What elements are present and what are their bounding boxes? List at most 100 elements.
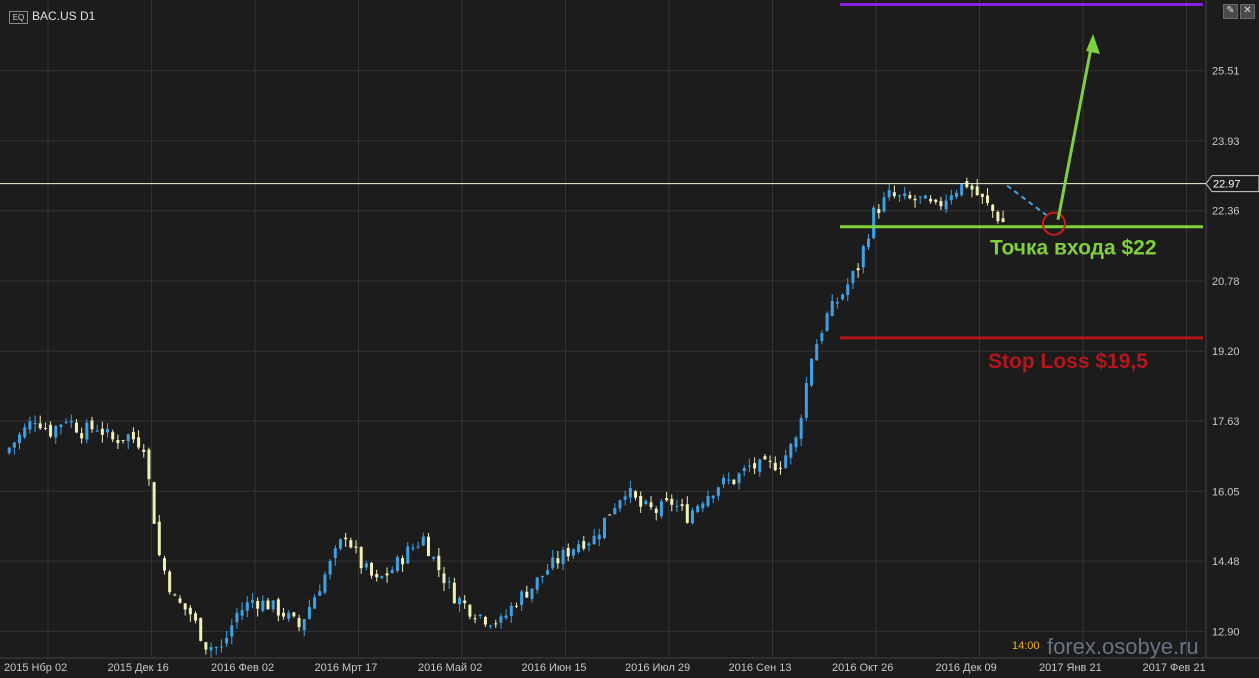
candle-body (106, 429, 110, 433)
price-axis: 25.51 23.93 22.36 20.78 19.20 17.63 16.05 14.48… (1212, 66, 1240, 639)
candle-body (706, 495, 710, 507)
candle-body (33, 422, 37, 425)
candle-body (654, 508, 658, 514)
candle-body (364, 563, 368, 568)
candle-body (370, 562, 374, 576)
x-tick-label: 2016 Июн 15 (522, 662, 587, 674)
time-label: 14:00 (1012, 640, 1040, 652)
candle-body (323, 574, 327, 593)
y-tick-label: 23.93 (1212, 136, 1240, 148)
candle-body (219, 646, 223, 648)
y-tick-label: 25.51 (1212, 66, 1240, 78)
candle-body (344, 537, 348, 540)
candle-body (556, 558, 560, 564)
candle-body (882, 197, 886, 212)
candle-body (194, 613, 198, 621)
candle-body (514, 605, 518, 607)
candles (7, 177, 1005, 658)
y-tick-label: 19.20 (1212, 346, 1240, 358)
candle-body (597, 534, 601, 540)
candle-body (395, 557, 399, 571)
y-tick-label: 14.48 (1212, 556, 1240, 568)
candle-body (892, 192, 896, 197)
candle-body (250, 600, 254, 603)
candle-body (577, 544, 581, 552)
y-tick-label: 12.90 (1212, 626, 1240, 638)
candle-body (188, 607, 192, 615)
target-arrow-head (1086, 34, 1100, 54)
candle-body (328, 561, 332, 575)
instrument-type-badge: EQ (9, 11, 28, 24)
candle-body (970, 185, 974, 190)
candle-body (804, 382, 808, 418)
candle-body (256, 601, 260, 609)
annotations: Take Profit $28 Точка входа $22 Stop Loss … (988, 0, 1199, 659)
candle-body (90, 420, 94, 430)
x-tick-label: 2015 Дек 16 (108, 662, 169, 674)
edit-icon[interactable]: ✎ (1223, 4, 1238, 19)
candle-body (986, 195, 990, 203)
candle-body (38, 423, 42, 429)
candle-body (157, 521, 161, 556)
candle-body (898, 195, 902, 197)
y-tick-label: 22.36 (1212, 206, 1240, 218)
candle-body (137, 437, 141, 448)
candle-body (7, 447, 11, 454)
candle-body (851, 271, 855, 284)
candle-body (463, 600, 467, 604)
candle-body (452, 582, 456, 604)
level-label-stop-loss: Stop Loss $19,5 (988, 350, 1148, 373)
candle-body (313, 597, 317, 609)
candle-body (835, 302, 839, 304)
candle-body (178, 598, 182, 603)
candle-body (846, 284, 850, 296)
candle-body (416, 546, 420, 548)
candle-body (349, 540, 353, 548)
candle-body (385, 573, 389, 576)
candle-body (810, 358, 814, 386)
candle-body (359, 547, 363, 569)
candle-body (261, 600, 265, 611)
candle-body (69, 420, 73, 423)
candle-body (43, 427, 47, 429)
candle-body (856, 268, 860, 271)
x-tick-label: 2016 Дек 09 (936, 662, 997, 674)
candle-body (763, 456, 767, 460)
candle-body (483, 616, 487, 625)
candle-body (266, 600, 270, 610)
candle-body (913, 198, 917, 201)
candle-body (722, 477, 726, 485)
candle-body (535, 577, 539, 590)
candle-body (934, 199, 938, 202)
x-tick-label: 2016 Мрт 17 (315, 662, 378, 674)
candle-body (406, 546, 410, 564)
candle-body (690, 510, 694, 524)
candle-body (980, 193, 984, 197)
candle-body (432, 556, 436, 559)
close-icon[interactable]: ✕ (1240, 4, 1255, 19)
candle-body (908, 195, 912, 199)
candle-body (768, 460, 772, 462)
candle-body (333, 548, 337, 559)
candle-body (478, 614, 482, 617)
candle-body (582, 541, 586, 549)
x-tick-label: 2017 Янв 21 (1039, 662, 1102, 674)
candle-body (204, 642, 208, 650)
candle-body (421, 536, 425, 546)
candle-body (126, 434, 130, 442)
candle-body (173, 594, 177, 596)
y-tick-label: 16.05 (1212, 486, 1240, 498)
candle-body (866, 238, 870, 248)
candle-body (540, 575, 544, 578)
candle-body (18, 434, 22, 444)
candle-body (142, 449, 146, 452)
candle-body (437, 555, 441, 571)
current-price-tag (1205, 175, 1259, 193)
candle-body (903, 193, 907, 197)
candle-body (991, 204, 995, 211)
candle-body (825, 313, 829, 331)
candle-body (426, 536, 430, 557)
candle-body (64, 421, 68, 423)
